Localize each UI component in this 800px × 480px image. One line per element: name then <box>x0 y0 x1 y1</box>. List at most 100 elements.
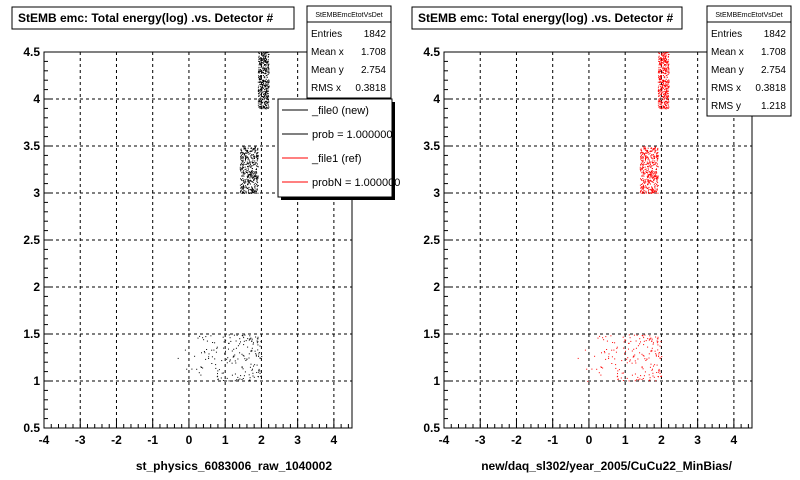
data-point <box>658 52 660 54</box>
data-point <box>650 147 652 149</box>
data-point <box>649 335 651 337</box>
data-point <box>246 187 248 189</box>
y-tick-label: 1.5 <box>23 327 40 341</box>
data-point <box>657 91 659 92</box>
x-axis-label: new/daq_sl302/year_2005/CuCu22_MinBias/ <box>481 459 732 473</box>
data-point <box>659 345 661 347</box>
title-box <box>411 6 683 30</box>
data-point <box>659 372 661 374</box>
data-point <box>249 174 251 176</box>
data-point <box>643 355 645 357</box>
data-point <box>663 98 665 100</box>
data-point <box>262 83 264 85</box>
data-point <box>263 61 265 63</box>
data-point <box>261 71 263 73</box>
data-point <box>659 370 661 372</box>
data-point <box>268 63 270 65</box>
data-point <box>666 52 668 54</box>
data-point <box>666 81 668 83</box>
data-point <box>242 191 244 193</box>
data-point <box>651 192 653 194</box>
data-point <box>652 154 654 156</box>
data-point <box>667 83 669 85</box>
data-point <box>237 345 239 347</box>
data-point <box>261 66 262 68</box>
data-point <box>265 56 267 58</box>
data-point <box>247 177 249 178</box>
data-point <box>243 187 244 189</box>
data-point <box>664 55 666 57</box>
data-point <box>617 375 619 377</box>
data-point <box>657 102 659 104</box>
data-point <box>262 99 263 101</box>
data-point <box>226 358 228 360</box>
data-point <box>656 160 658 162</box>
data-point <box>242 184 244 186</box>
data-point <box>254 186 256 188</box>
data-point <box>263 99 265 101</box>
data-point <box>661 101 663 103</box>
data-point <box>250 192 252 194</box>
data-point <box>254 160 256 162</box>
data-point <box>249 162 251 164</box>
plot-frame <box>443 51 753 429</box>
data-point <box>244 146 246 148</box>
data-point <box>642 174 644 176</box>
data-point <box>239 166 241 168</box>
data-point <box>649 161 651 163</box>
data-point <box>639 166 641 168</box>
data-point <box>650 173 651 175</box>
data-point <box>267 59 269 61</box>
data-point <box>658 99 660 101</box>
data-point <box>659 99 661 101</box>
data-point <box>662 96 664 98</box>
data-point <box>258 53 260 55</box>
data-point <box>666 75 668 77</box>
stats-label: Mean y <box>711 65 744 76</box>
data-point <box>257 104 259 106</box>
data-point <box>252 162 253 164</box>
data-point <box>659 61 661 62</box>
data-point <box>268 71 270 73</box>
data-point <box>242 354 244 356</box>
data-point <box>656 364 658 366</box>
data-point <box>666 82 668 84</box>
data-point <box>650 192 652 194</box>
data-point <box>611 349 613 351</box>
data-point <box>641 151 643 153</box>
data-point <box>251 189 253 191</box>
data-point <box>246 178 248 180</box>
data-point <box>248 182 250 184</box>
data-point <box>242 180 244 182</box>
data-point <box>255 192 257 194</box>
y-tick-label: 2.5 <box>423 233 440 247</box>
data-point <box>240 148 242 150</box>
data-point <box>645 360 647 361</box>
x-tick-label: 1 <box>222 433 229 447</box>
data-point <box>652 191 654 193</box>
data-point <box>647 157 649 159</box>
x-tick-label: 3 <box>294 433 301 447</box>
data-point <box>629 359 631 361</box>
data-point <box>265 105 267 106</box>
data-point <box>247 150 249 151</box>
data-point <box>254 146 256 148</box>
data-point <box>251 186 253 188</box>
data-point <box>640 162 642 164</box>
data-point <box>649 162 651 164</box>
data-point <box>240 341 241 343</box>
data-point <box>242 186 243 188</box>
data-point <box>647 159 649 161</box>
data-point <box>241 151 242 153</box>
data-point <box>245 360 247 361</box>
data-point <box>267 97 269 98</box>
data-point <box>665 89 667 91</box>
data-point <box>650 166 652 168</box>
data-point <box>643 187 644 189</box>
data-point <box>623 341 625 343</box>
data-point <box>639 352 641 354</box>
data-point <box>656 165 657 167</box>
y-tick-label: 3.5 <box>23 139 40 153</box>
data-point <box>253 178 255 180</box>
data-point <box>642 184 644 186</box>
